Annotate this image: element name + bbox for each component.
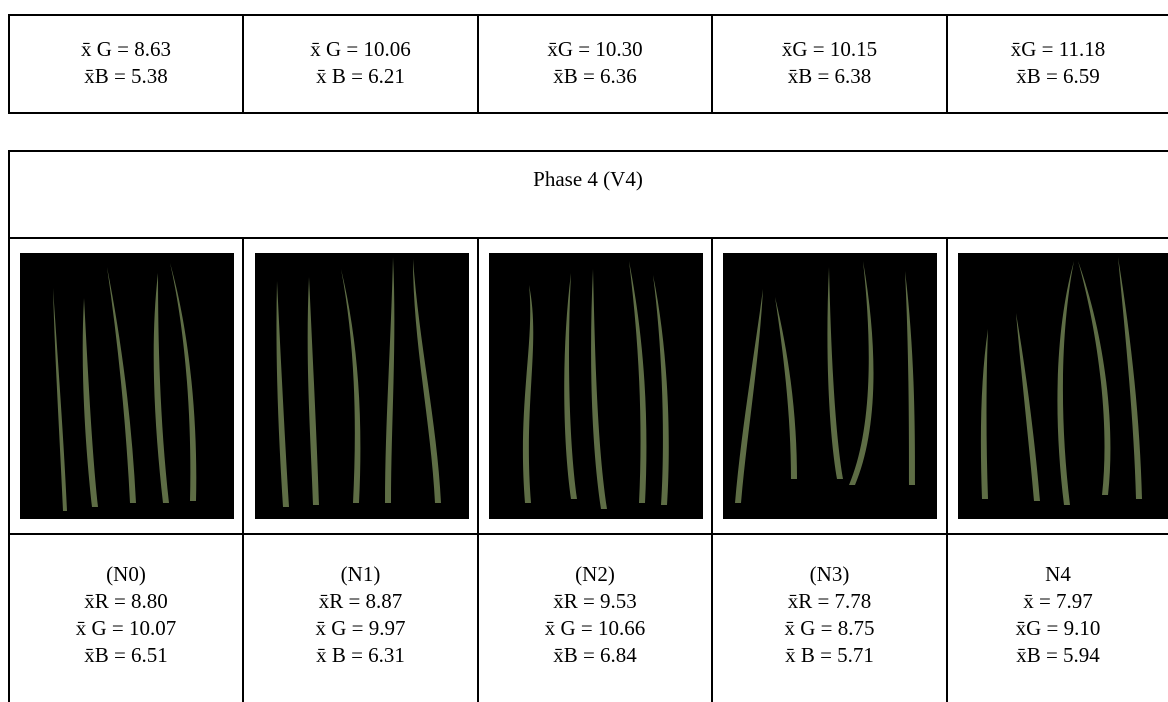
leaf-blade xyxy=(1118,257,1142,499)
phase-table-image-divider xyxy=(8,533,1168,535)
top-cell-n0-b: x̄B = 5.38 xyxy=(84,64,168,88)
top-cell-n0-g: x̄ G = 8.63 xyxy=(80,37,171,61)
leaf-blade xyxy=(170,263,197,501)
phase-table-divider-2 xyxy=(477,237,479,702)
phase-table-border-left xyxy=(8,150,10,702)
phase-cell-n1-label: (N1) xyxy=(340,562,381,586)
leaf-photo-n4 xyxy=(958,253,1168,519)
phase-table-border-top xyxy=(8,150,1168,152)
phase-cell-n3-label: (N3) xyxy=(809,562,850,586)
leaf-blade xyxy=(413,259,441,503)
leaf-blade xyxy=(276,281,289,507)
leaf-blade xyxy=(53,288,67,511)
top-cell-n1: x̄ G = 10.06 x̄ B = 6.21 xyxy=(244,36,477,90)
leaf-blade xyxy=(735,289,763,503)
leaf-photo-n2 xyxy=(489,253,703,519)
phase-cell-n4-label: N4 xyxy=(1045,562,1071,586)
leaf-blade xyxy=(775,297,797,479)
phase-cell-n4-r: x̄ = 7.97 xyxy=(1023,589,1093,613)
phase-cell-n2-label: (N2) xyxy=(575,562,615,586)
leaf-photo-n1 xyxy=(255,253,469,519)
phase-cell-n1: (N1) x̄R = 8.87 x̄ G = 9.97 x̄ B = 6.31 xyxy=(244,561,477,669)
leaf-blade xyxy=(107,267,136,503)
top-table-border-left xyxy=(8,14,10,114)
leaf-blade xyxy=(629,261,647,503)
leaf-blade xyxy=(307,277,319,505)
leaf-blade xyxy=(905,271,915,485)
phase-table-title-divider xyxy=(8,237,1168,239)
leaf-blade xyxy=(653,275,669,505)
top-cell-n2-g: x̄G = 10.30 xyxy=(547,37,643,61)
leaf-blade xyxy=(564,273,577,499)
leaf-photo-n0 xyxy=(20,253,234,519)
phase-cell-n1-b: x̄ B = 6.31 xyxy=(316,643,405,667)
top-cell-n1-g: x̄ G = 10.06 xyxy=(310,37,411,61)
phase-cell-n3-g: x̄ G = 8.75 xyxy=(784,616,875,640)
phase-cell-n3: (N3) x̄R = 7.78 x̄ G = 8.75 x̄ B = 5.71 xyxy=(713,561,946,669)
phase-cell-n2: (N2) x̄R = 9.53 x̄ G = 10.66 x̄B = 6.84 xyxy=(479,561,711,669)
phase-cell-n4-g: x̄G = 9.10 xyxy=(1015,616,1101,640)
top-table-divider-3 xyxy=(711,14,713,114)
phase-cell-n2-g: x̄ G = 10.66 xyxy=(544,616,646,640)
leaf-blade xyxy=(82,298,98,507)
phase-cell-n2-b: x̄B = 6.84 xyxy=(553,643,637,667)
top-cell-n4-b: x̄B = 6.59 xyxy=(1016,64,1100,88)
top-cell-n4: x̄G = 11.18 x̄B = 6.59 xyxy=(948,36,1168,90)
phase-cell-n0-r: x̄R = 8.80 xyxy=(84,589,168,613)
phase-cell-n4: N4 x̄ = 7.97 x̄G = 9.10 x̄B = 5.94 xyxy=(948,561,1168,669)
leaf-photo-n3 xyxy=(723,253,937,519)
leaf-blade xyxy=(591,269,607,509)
top-cell-n3-g: x̄G = 10.15 xyxy=(781,37,878,61)
phase-cell-n1-g: x̄ G = 9.97 xyxy=(315,616,406,640)
leaf-blade xyxy=(827,267,843,479)
leaf-blade xyxy=(341,269,361,503)
leaf-blade xyxy=(849,261,874,485)
top-table-border-bottom xyxy=(8,112,1168,114)
top-cell-n1-b: x̄ B = 6.21 xyxy=(316,64,405,88)
top-cell-n3: x̄G = 10.15 x̄B = 6.38 xyxy=(713,36,946,90)
phase-cell-n4-b: x̄B = 5.94 xyxy=(1016,643,1100,667)
leaf-blade xyxy=(1057,261,1074,505)
leaf-blade xyxy=(153,273,169,503)
top-cell-n3-b: x̄B = 6.38 xyxy=(787,64,872,88)
top-cell-n2-b: x̄B = 6.36 xyxy=(553,64,637,88)
leaf-blade xyxy=(522,285,534,503)
phase-cell-n3-r: x̄R = 7.78 xyxy=(787,589,872,613)
leaf-blade xyxy=(1016,313,1040,501)
leaf-blade xyxy=(1078,261,1111,495)
top-table-border-top xyxy=(8,14,1168,16)
phase-table-divider-1 xyxy=(242,237,244,702)
top-cell-n0: x̄ G = 8.63 x̄B = 5.38 xyxy=(10,36,242,90)
phase-cell-n0-g: x̄ G = 10.07 xyxy=(75,616,177,640)
top-cell-n2: x̄G = 10.30 x̄B = 6.36 xyxy=(479,36,711,90)
leaf-blade xyxy=(385,257,395,503)
phase-cell-n2-r: x̄R = 9.53 xyxy=(553,589,637,613)
top-table-divider-2 xyxy=(477,14,479,114)
phase-table-divider-4 xyxy=(946,237,948,702)
top-cell-n4-g: x̄G = 11.18 xyxy=(1010,37,1106,61)
phase-table-divider-3 xyxy=(711,237,713,702)
phase-cell-n0-label: (N0) xyxy=(106,562,146,586)
top-table-divider-1 xyxy=(242,14,244,114)
phase-cell-n0-b: x̄B = 6.51 xyxy=(84,643,168,667)
top-table-divider-4 xyxy=(946,14,948,114)
phase-cell-n1-r: x̄R = 8.87 xyxy=(318,589,403,613)
phase-cell-n0: (N0) x̄R = 8.80 x̄ G = 10.07 x̄B = 6.51 xyxy=(10,561,242,669)
phase-title: Phase 4 (V4) xyxy=(533,167,643,191)
phase-cell-n3-b: x̄ B = 5.71 xyxy=(785,643,874,667)
leaf-blade xyxy=(980,329,988,499)
